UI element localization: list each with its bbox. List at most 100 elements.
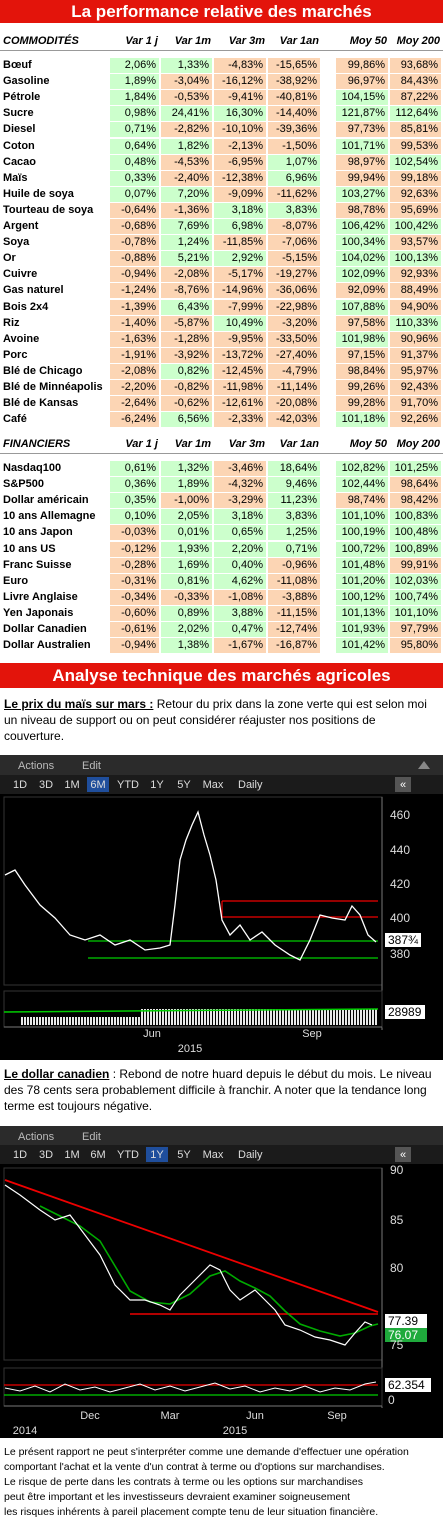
table-value: 100,48%	[390, 525, 441, 541]
range-button[interactable]: 1M	[64, 779, 79, 791]
page-title: La performance relative des marchés	[0, 0, 443, 23]
table-value: 98,74%	[336, 493, 388, 509]
indicator: 62.354	[388, 1378, 425, 1392]
table-value: -3,88%	[268, 589, 320, 605]
table-value: -42,03%	[268, 412, 320, 428]
table-value: -6,95%	[214, 154, 266, 170]
column-header: Var 3m	[228, 438, 265, 450]
range-button[interactable]: 6M	[90, 1149, 105, 1161]
paragraph-text: : Rebond de notre huard depuis le début …	[4, 1067, 432, 1113]
range-button[interactable]: YTD	[117, 779, 139, 791]
menu-item: Actions	[18, 1131, 55, 1143]
y-tick-label: 400	[390, 911, 410, 925]
table-value: -1,00%	[161, 493, 212, 509]
table-value: 97,73%	[336, 122, 388, 138]
range-button[interactable]: 5Y	[177, 1149, 191, 1161]
row-label: Euro	[3, 574, 29, 587]
range-button[interactable]: Max	[203, 1149, 224, 1161]
table-value: -1,24%	[110, 283, 159, 299]
table-value: -3,46%	[214, 461, 266, 476]
table-value: -10,10%	[214, 122, 266, 138]
table-value: -0,94%	[110, 638, 159, 654]
table-value: 90,96%	[390, 331, 441, 347]
row-label: Bois 2x4	[3, 300, 49, 313]
table-value: -1,36%	[161, 202, 212, 218]
interval-select[interactable]: Daily	[238, 1149, 263, 1161]
table-value: 99,18%	[390, 170, 441, 186]
table-value: 102,54%	[390, 154, 441, 170]
range-button[interactable]: 3D	[39, 1149, 53, 1161]
range-button[interactable]: 1Y	[150, 779, 164, 791]
range-button[interactable]: YTD	[117, 1149, 139, 1161]
table-value: -9,41%	[214, 90, 266, 106]
table-value: 1,32%	[161, 461, 212, 476]
disclaimer-line: comportant l'achat et la vente d'un cont…	[4, 1461, 385, 1473]
range-button[interactable]: 3D	[39, 779, 53, 791]
range-button[interactable]: 1D	[13, 779, 27, 791]
table-value: -27,40%	[268, 347, 320, 363]
table-value: -0,61%	[110, 622, 159, 637]
table-value: -7,99%	[214, 299, 266, 315]
row-label: Yen Japonais	[3, 606, 74, 619]
range-button[interactable]: 1M	[64, 1149, 79, 1161]
svg-text:«: «	[400, 779, 406, 791]
table-value: -20,08%	[268, 396, 320, 412]
table-value: -7,06%	[268, 235, 320, 251]
table-value: -1,91%	[110, 347, 159, 363]
table-value: 97,79%	[390, 622, 441, 637]
x-tick-label: Dec	[80, 1410, 100, 1422]
x-tick-label: Jun	[246, 1410, 264, 1422]
interval-select[interactable]: Daily	[238, 779, 263, 791]
table-value: 94,90%	[390, 299, 441, 315]
row-label: Dollar Australien	[3, 639, 91, 652]
table-value: -3,04%	[161, 74, 212, 90]
table-value: 100,89%	[390, 541, 441, 557]
table-value: -0,31%	[110, 573, 159, 589]
table-value: 4,62%	[214, 573, 266, 589]
table-value: 3,18%	[214, 202, 266, 218]
range-button[interactable]: 1D	[13, 1149, 27, 1161]
table-value: 84,43%	[390, 74, 441, 90]
table-value: 110,33%	[390, 315, 441, 331]
table-value: 91,70%	[390, 396, 441, 412]
table-value: -0,03%	[110, 525, 159, 541]
table-value: 102,82%	[336, 461, 388, 476]
table-value: 102,44%	[336, 477, 388, 493]
table-value: -0,94%	[110, 267, 159, 283]
table-value: 1,07%	[268, 154, 320, 170]
table-value: 98,78%	[336, 202, 388, 218]
table-value: 100,42%	[390, 219, 441, 234]
table-value: 99,26%	[336, 380, 388, 395]
table-value: 24,41%	[161, 106, 212, 122]
y-tick-label: 440	[390, 843, 410, 857]
range-button[interactable]: Max	[203, 779, 224, 791]
table-value: 0,64%	[110, 138, 159, 154]
row-label: Livre Anglaise	[3, 590, 78, 603]
table-value: 95,80%	[390, 638, 441, 654]
table-value: 92,09%	[336, 283, 388, 299]
range-button[interactable]: 5Y	[177, 779, 191, 791]
table-value: -19,27%	[268, 267, 320, 283]
table-value: -6,24%	[110, 412, 159, 428]
range-button[interactable]: 1Y	[150, 1149, 164, 1161]
menu-item: Actions	[18, 760, 55, 772]
table-value: 101,20%	[336, 573, 388, 589]
table-value: -11,98%	[214, 380, 266, 395]
table-value: 99,86%	[336, 58, 388, 73]
paragraph: Le dollar canadien : Rebond de notre hua…	[4, 1066, 436, 1114]
table-value: 91,37%	[390, 347, 441, 363]
table-value: 92,43%	[390, 380, 441, 395]
row-label: 10 ans Allemagne	[3, 510, 96, 523]
row-label: S&P500	[3, 478, 44, 491]
table-value: 6,96%	[268, 170, 320, 186]
x-tick-label: Mar	[161, 1410, 180, 1422]
table-value: 0,89%	[161, 605, 212, 621]
table-value: -38,92%	[268, 74, 320, 90]
range-button[interactable]: 6M	[90, 779, 105, 791]
last-price: 387¾	[388, 933, 419, 947]
table-value: 0,65%	[214, 525, 266, 541]
table-value: 1,38%	[161, 638, 212, 654]
table-value: 104,15%	[336, 90, 388, 106]
table-value: -2,08%	[161, 267, 212, 283]
table-value: 0,47%	[214, 622, 266, 637]
